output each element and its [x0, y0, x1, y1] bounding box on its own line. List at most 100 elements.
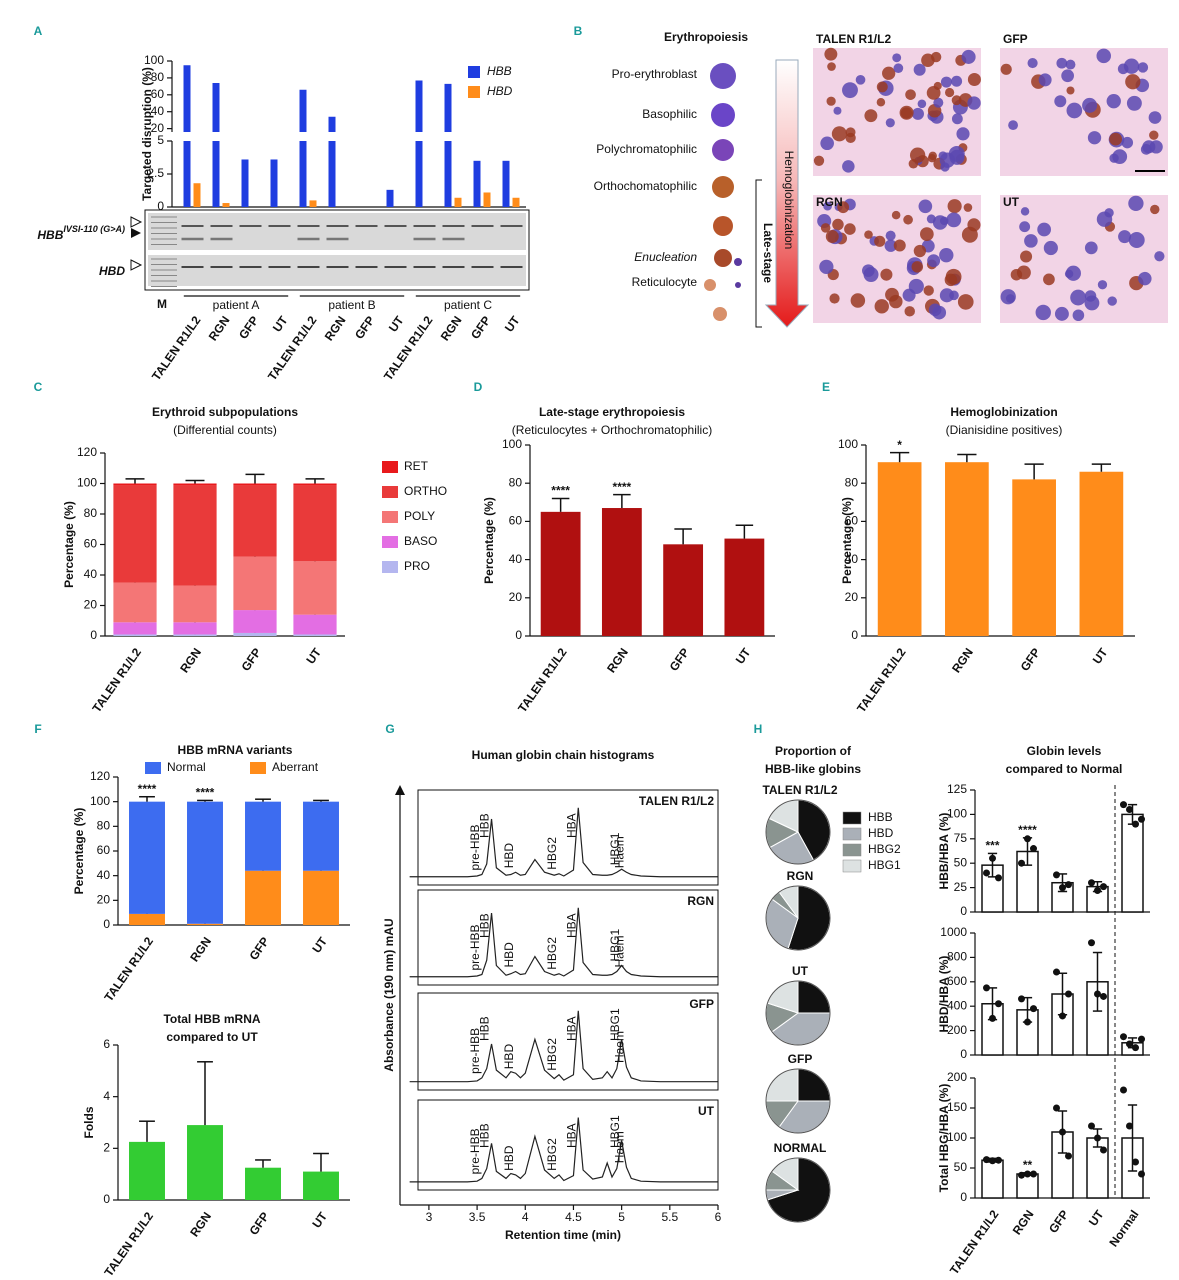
- x-tick-label: GFP: [236, 314, 262, 342]
- hemoglobinization-arrow: [764, 59, 810, 328]
- peak-label: HBG2: [545, 937, 559, 970]
- data-point: [1030, 845, 1037, 853]
- legend-swatch: [842, 843, 862, 857]
- x-tick-label: GFP: [1046, 1208, 1072, 1236]
- y-tick-label: 0: [103, 1192, 110, 1206]
- micrograph-label: GFP: [1003, 32, 1028, 46]
- bar: [945, 462, 989, 636]
- peak-label: HBA: [564, 1016, 578, 1041]
- micrograph-label: UT: [1003, 195, 1020, 209]
- bar: [663, 544, 704, 636]
- micrograph-cell: [945, 268, 962, 285]
- data-point: [1065, 881, 1072, 889]
- micrograph-cell: [1096, 48, 1111, 64]
- legend-swatch: [468, 86, 480, 98]
- micrograph-cell: [1149, 130, 1159, 140]
- pie-outline: [765, 980, 831, 1046]
- micrograph-cell: [956, 127, 970, 141]
- micrograph-cell: [939, 247, 954, 263]
- y-tick-label: 0: [515, 628, 522, 642]
- micrograph-cell: [1035, 304, 1051, 321]
- data-point: [1094, 1134, 1101, 1142]
- significance-label: **: [1023, 1158, 1033, 1172]
- peak-label: HBA: [564, 913, 578, 938]
- micrograph-cell: [1064, 269, 1074, 279]
- micrograph-cell: [1084, 295, 1100, 311]
- micrograph-cell: [1084, 241, 1098, 255]
- micrograph-cell: [820, 223, 831, 233]
- arrow-label: Hemoglobinization: [782, 151, 796, 250]
- data-point: [1018, 995, 1025, 1003]
- micrograph-cell: [932, 215, 948, 230]
- y-tick-label: 60: [509, 514, 523, 528]
- micrograph-cell: [820, 136, 834, 151]
- micrograph-cell: [1140, 144, 1152, 155]
- peak-label: HBG1: [608, 832, 622, 865]
- micrograph-cell: [1070, 289, 1087, 306]
- bar: [1079, 471, 1124, 636]
- x-tick-label: UT: [1086, 1207, 1107, 1229]
- micrograph-cell: [944, 87, 955, 98]
- chart-title: Late-stage erythropoiesis: [539, 405, 685, 419]
- y-tick-label: 200: [947, 1070, 967, 1084]
- data-point: [983, 869, 990, 877]
- micrograph-cell: [844, 223, 856, 235]
- y-axis-label: HBD/HBA (%): [937, 956, 951, 1033]
- chart-subtitle: (Reticulocytes + Orthochromatophilic): [512, 423, 712, 437]
- data-point: [1126, 806, 1133, 814]
- subplot-frame: [417, 992, 719, 1091]
- stage-label: Reticulocyte: [632, 275, 698, 289]
- bar: [877, 462, 922, 636]
- x-tick-label: TALEN R1/L2: [947, 1207, 1002, 1277]
- x-tick-label: RGN: [187, 935, 214, 965]
- data-point: [995, 874, 1002, 882]
- micrograph-cell: [1065, 59, 1076, 70]
- micrograph-cell: [1121, 136, 1134, 149]
- y-tick-label: 40: [845, 552, 859, 566]
- cell-icon: [713, 307, 727, 321]
- y-tick-label: 20: [509, 590, 523, 604]
- micrograph-cell: [1066, 102, 1083, 119]
- pie-outline: [765, 799, 831, 865]
- micrograph-cell: [947, 199, 962, 214]
- x-tick-label: 5.5: [661, 1210, 678, 1224]
- subplot-label: GFP: [689, 997, 714, 1011]
- micrograph-cell: [884, 239, 897, 252]
- bar: [245, 801, 281, 871]
- micrograph-cell: [911, 107, 924, 120]
- chart-title: Total HBB mRNA: [163, 1012, 260, 1026]
- micrograph-cell: [1087, 131, 1102, 145]
- micrograph-cell: [855, 75, 866, 85]
- micrograph-cell: [927, 154, 937, 163]
- bar: [293, 614, 337, 635]
- data-point: [1024, 1018, 1031, 1026]
- bar: [173, 483, 217, 486]
- gel-row-label: HBD: [99, 264, 125, 278]
- y-tick-label: 100: [502, 437, 522, 451]
- legend-label: HBG1: [868, 858, 901, 872]
- micrograph-cell: [893, 63, 904, 74]
- x-tick-label: GFP: [238, 646, 264, 674]
- bar: [303, 870, 339, 925]
- bar: [724, 538, 765, 636]
- micrograph-cell: [913, 63, 926, 76]
- micrograph-cell: [918, 199, 933, 214]
- significance-label: ****: [138, 782, 157, 796]
- micrograph-cell: [940, 76, 952, 88]
- bar: [293, 561, 337, 615]
- cell-icon: [713, 216, 733, 236]
- y-tick-label: 75: [954, 831, 968, 845]
- micrograph-cell: [1043, 273, 1055, 286]
- y-tick-label: 800: [947, 950, 967, 964]
- data-point: [1100, 1146, 1107, 1154]
- micrograph-cell: [1126, 95, 1142, 111]
- pie-label: TALEN R1/L2: [762, 783, 837, 797]
- peak-label: HBG2: [545, 1038, 559, 1071]
- x-tick-label: Normal: [1106, 1208, 1141, 1250]
- pie-label: NORMAL: [774, 1141, 827, 1155]
- arrow-label: Late-stage: [761, 223, 775, 283]
- micrograph-cell: [933, 97, 944, 108]
- pie-label: RGN: [787, 869, 814, 883]
- micrograph-cell: [1043, 240, 1058, 256]
- micrograph-cell: [903, 214, 913, 225]
